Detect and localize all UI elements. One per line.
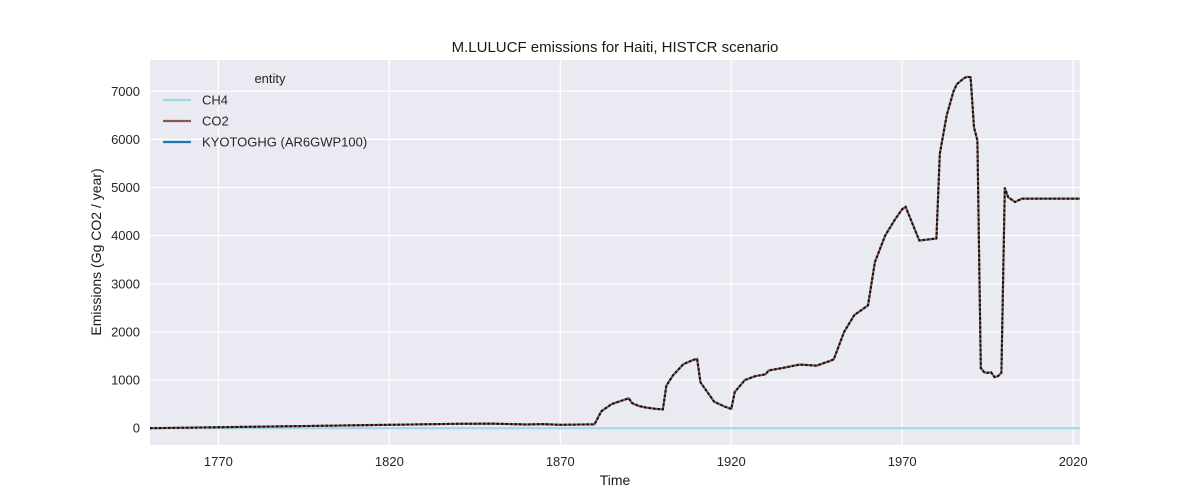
legend: entity CH4 CO2 KYOTOGHG (AR6GWP100) — [163, 71, 367, 150]
plot-background — [150, 60, 1080, 445]
y-tick-label: 3000 — [111, 276, 140, 291]
x-tick-label: 1920 — [717, 454, 746, 469]
y-tick-label: 6000 — [111, 132, 140, 147]
legend-label: KYOTOGHG (AR6GWP100) — [202, 135, 367, 150]
y-axis-label: Emissions (Gg CO2 / year) — [88, 168, 104, 335]
y-tick-label: 7000 — [111, 84, 140, 99]
x-tick-label: 1820 — [375, 454, 404, 469]
ticks: 1770 1820 1870 1920 1970 2020 0 1000 2000 3000 400… — [111, 84, 1088, 469]
series-line-overlay — [149, 75, 1080, 430]
series-layer — [149, 75, 1080, 430]
legend-title: entity — [254, 71, 286, 86]
y-tick-label: 1000 — [111, 373, 140, 388]
x-tick-label: 1970 — [888, 454, 917, 469]
x-tick-label: 2020 — [1059, 454, 1088, 469]
legend-label: CO2 — [202, 114, 229, 129]
y-tick-label: 5000 — [111, 180, 140, 195]
y-tick-label: 4000 — [111, 228, 140, 243]
legend-label: CH4 — [202, 93, 228, 108]
x-axis-label: Time — [600, 472, 631, 488]
y-tick-label: 0 — [133, 421, 140, 436]
grid — [150, 60, 1080, 445]
y-tick-label: 2000 — [111, 324, 140, 339]
chart-title: M.LULUCF emissions for Haiti, HISTCR sce… — [452, 39, 779, 56]
x-tick-label: 1870 — [546, 454, 575, 469]
x-tick-label: 1770 — [204, 454, 233, 469]
